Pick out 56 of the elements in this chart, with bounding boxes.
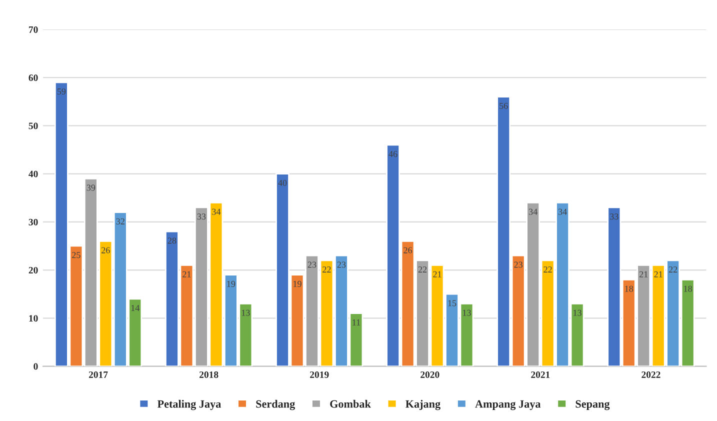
y-tick-label: 10 [29,315,38,322]
data-label: 11 [352,319,360,326]
data-label: 32 [116,218,124,224]
data-label: 23 [514,262,522,268]
x-tick-label: 2020 [420,371,440,378]
data-label: 21 [654,271,662,278]
y-tick-label: 0 [34,363,38,370]
legend-label: Serdang [256,400,296,410]
data-label: 25 [72,252,80,258]
y-tick-label: 30 [28,218,38,226]
data-label: 39 [86,184,96,191]
data-label: 33 [610,214,618,220]
legend-label: Gombak [330,400,371,408]
data-label: 21 [433,271,442,278]
legend-label: Sepang [576,400,610,410]
data-label: 14 [131,304,140,311]
y-tick-label: 50 [28,122,38,130]
data-label: 46 [388,151,398,158]
y-tick-label: 60 [28,74,38,82]
data-label: 22 [418,266,427,272]
data-label: 15 [448,300,456,306]
x-tick-label: 2021 [531,371,550,378]
data-label: 13 [463,310,471,316]
data-label: 22 [322,266,331,272]
data-label: 21 [182,271,191,278]
y-tick-label: 40 [28,170,38,178]
data-label: 28 [168,238,176,244]
x-tick-label: 2017 [88,371,108,378]
data-label: 59 [57,88,66,95]
data-label: 56 [500,102,508,109]
data-label: 34 [558,208,567,215]
data-label: 40 [278,180,287,186]
y-tick-label: 20 [28,266,38,274]
y-tick-label: 70 [28,26,38,33]
data-label: 21 [639,271,648,278]
data-label: 26 [102,247,110,254]
data-label: 23 [337,262,346,268]
data-label: 34 [528,208,538,215]
data-label: 34 [212,208,221,215]
data-label: 26 [404,247,412,254]
data-label: 19 [227,280,236,287]
data-label: 33 [197,214,206,220]
data-label: 23 [308,262,316,268]
legend-label: Kajang [406,400,440,410]
legend-label: Petaling Jaya [157,400,221,410]
data-label: 13 [242,310,250,316]
data-label: 19 [294,280,302,287]
data-label: 18 [684,286,692,292]
x-tick-label: 2022 [642,371,660,378]
data-label: 22 [544,266,552,272]
legend-label: Ampang Jaya [475,400,541,410]
data-label: 13 [574,310,582,316]
data-label: 22 [668,266,678,272]
x-tick-label: 2018 [200,371,218,378]
data-label: 18 [625,286,634,292]
x-tick-label: 2019 [310,371,329,378]
